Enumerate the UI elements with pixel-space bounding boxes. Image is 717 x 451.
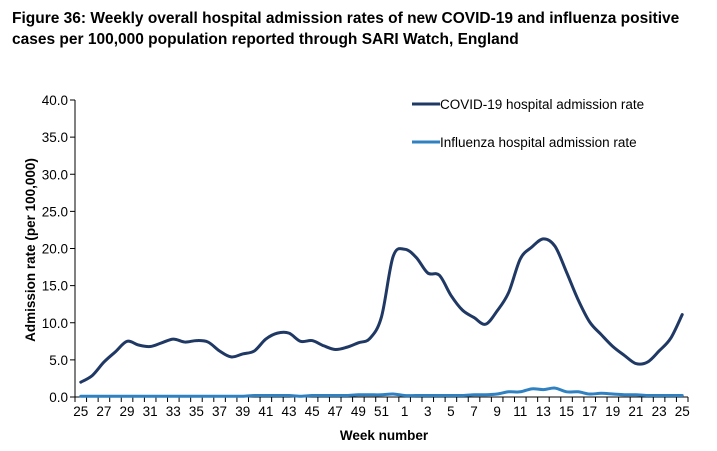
x-tick-label: 27 <box>96 404 111 419</box>
legend-label-influenza: Influenza hospital admission rate <box>440 135 637 150</box>
legend: COVID-19 hospital admission rate Influen… <box>412 97 644 150</box>
x-tick-label: 25 <box>73 404 88 419</box>
series-layer <box>79 237 684 398</box>
covid-admission-line <box>79 237 684 384</box>
x-tick-label: 43 <box>281 404 296 419</box>
y-axis-ticks: 0.0 5.0 10.0 15.0 20.0 25.0 30.0 35.0 40.0 <box>42 93 75 405</box>
x-tick-label: 7 <box>470 404 478 419</box>
x-tick-label: 45 <box>305 404 320 419</box>
x-tick-label: 39 <box>235 404 250 419</box>
x-tick-label: 3 <box>424 404 432 419</box>
y-tick-label: 25.0 <box>42 204 68 219</box>
x-tick-label: 5 <box>447 404 455 419</box>
y-tick-label: 5.0 <box>49 353 68 368</box>
x-axis-ticks: 25 27 29 31 33 35 37 39 41 43 45 47 49 51 1 3 5 7 9 11 13 15 1… <box>73 397 690 419</box>
x-tick-label: 9 <box>493 404 501 419</box>
y-tick-label: 30.0 <box>42 167 68 182</box>
x-tick-label: 29 <box>120 404 135 419</box>
x-tick-label: 41 <box>258 404 273 419</box>
y-tick-label: 35.0 <box>42 130 68 145</box>
x-tick-label: 23 <box>652 404 667 419</box>
y-tick-label: 0.0 <box>49 390 68 405</box>
y-axis-title: Admission rate (per 100,000) <box>23 158 38 342</box>
chart-title: Figure 36: Weekly overall hospital admis… <box>12 10 680 48</box>
y-tick-label: 10.0 <box>42 316 68 331</box>
x-tick-label: 49 <box>351 404 366 419</box>
x-tick-label: 37 <box>212 404 227 419</box>
x-tick-label: 19 <box>605 404 620 419</box>
y-tick-label: 20.0 <box>42 242 68 257</box>
y-tick-label: 40.0 <box>42 93 68 108</box>
x-tick-label: 11 <box>513 404 527 419</box>
x-tick-label: 33 <box>166 404 181 419</box>
x-tick-label: 47 <box>328 404 343 419</box>
x-tick-label: 1 <box>401 404 409 419</box>
x-axis-title: Week number <box>340 428 429 443</box>
influenza-admission-line <box>79 386 684 398</box>
legend-label-covid: COVID-19 hospital admission rate <box>440 97 644 112</box>
x-tick-label: 35 <box>189 404 204 419</box>
y-tick-label: 15.0 <box>42 279 68 294</box>
x-tick-label: 17 <box>582 404 597 419</box>
x-tick-label: 51 <box>374 404 389 419</box>
x-tick-label: 25 <box>675 404 690 419</box>
x-tick-label: 15 <box>559 404 574 419</box>
x-tick-label: 31 <box>143 404 158 419</box>
x-tick-label: 21 <box>628 404 643 419</box>
x-tick-label: 13 <box>536 404 551 419</box>
